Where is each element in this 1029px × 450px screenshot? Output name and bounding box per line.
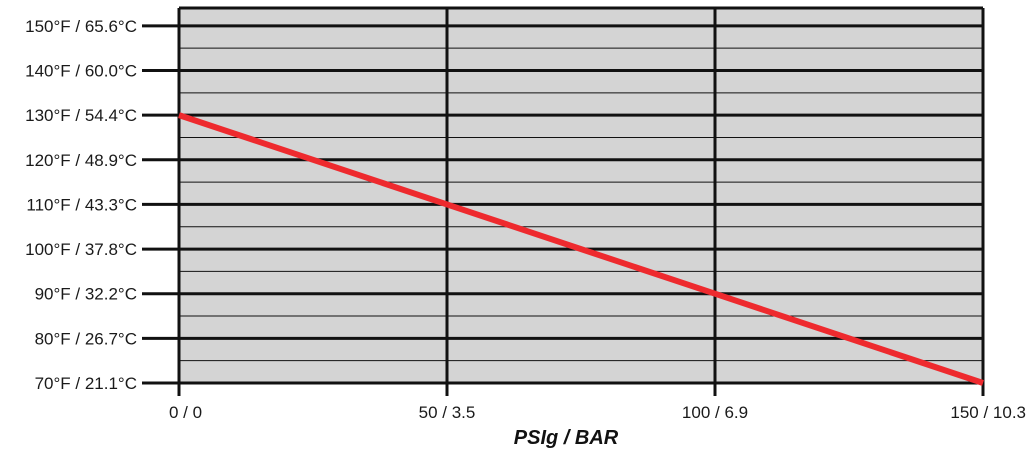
y-tick-label: 130°F / 54.4°C — [25, 106, 137, 125]
plot-background — [179, 8, 983, 383]
x-axis: 0 / 0 50 / 3.5 100 / 6.9 150 / 10.3 — [169, 383, 1026, 422]
series-group — [178, 112, 984, 386]
y-tick-label: 110°F / 43.3°C — [26, 195, 137, 214]
x-axis-title: PSIg / BAR — [514, 427, 619, 449]
y-tick-label: 120°F / 48.9°C — [25, 151, 137, 170]
x-tick-label: 50 / 3.5 — [419, 403, 476, 422]
y-tick-label: 100°F / 37.8°C — [25, 240, 137, 259]
major-grid — [177, 6, 985, 385]
y-tick-label: 150°F / 65.6°C — [25, 17, 137, 36]
y-tick-label: 80°F / 26.7°C — [35, 329, 137, 348]
series-line — [178, 112, 984, 386]
y-tick-label: 140°F / 60.0°C — [25, 62, 137, 81]
x-tick-label: 100 / 6.9 — [682, 403, 748, 422]
y-tick-label: 70°F / 21.1°C — [35, 374, 137, 393]
y-axis: 70°F / 21.1°C 80°F / 26.7°C 90°F / 32.2°C 1… — [25, 17, 179, 393]
plot-area — [179, 8, 983, 383]
y-tick-label: 90°F / 32.2°C — [35, 285, 137, 304]
minor-grid — [179, 47, 983, 362]
x-tick-label: 150 / 10.3 — [950, 403, 1026, 422]
x-tick-label: 0 / 0 — [169, 403, 202, 422]
